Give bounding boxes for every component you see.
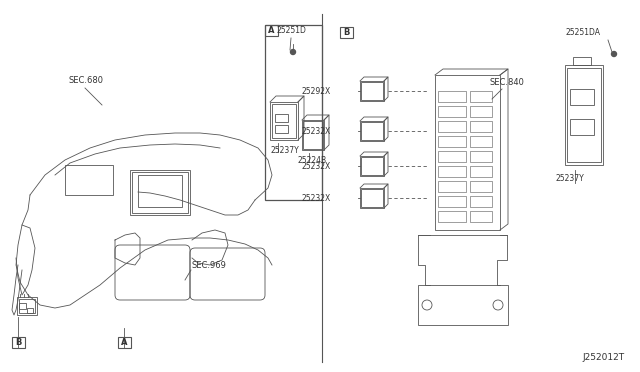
Bar xyxy=(361,157,383,175)
Bar xyxy=(438,151,466,162)
Bar xyxy=(470,196,492,207)
Bar xyxy=(470,136,492,147)
Text: SEC.680: SEC.680 xyxy=(68,76,103,84)
Bar xyxy=(272,104,296,138)
Bar xyxy=(270,102,298,140)
Bar xyxy=(360,156,384,176)
Text: SEC.840: SEC.840 xyxy=(490,77,525,87)
Text: 25232X: 25232X xyxy=(302,161,332,170)
Bar xyxy=(303,121,323,149)
Bar xyxy=(19,299,35,313)
Circle shape xyxy=(611,51,616,57)
Bar xyxy=(438,166,466,177)
Bar xyxy=(12,337,25,348)
Bar xyxy=(438,211,466,222)
Bar xyxy=(19,303,26,309)
Bar xyxy=(27,308,33,313)
Bar xyxy=(438,106,466,117)
Bar xyxy=(438,121,466,132)
Bar xyxy=(65,165,113,195)
Bar xyxy=(438,181,466,192)
Text: B: B xyxy=(15,338,22,347)
Bar xyxy=(470,166,492,177)
Text: 25292X: 25292X xyxy=(302,87,332,96)
Text: J252012T: J252012T xyxy=(583,353,625,362)
Bar xyxy=(470,106,492,117)
Bar xyxy=(470,91,492,102)
Text: 25237Y: 25237Y xyxy=(271,145,300,154)
Bar xyxy=(138,175,182,207)
Bar xyxy=(265,25,322,200)
Bar xyxy=(302,120,324,150)
Bar xyxy=(118,337,131,348)
Text: A: A xyxy=(121,338,128,347)
Text: 25232X: 25232X xyxy=(302,193,332,202)
Bar xyxy=(438,196,466,207)
Bar xyxy=(470,121,492,132)
Text: 25237Y: 25237Y xyxy=(556,173,585,183)
Bar xyxy=(567,68,601,162)
Bar xyxy=(275,114,288,122)
Text: SEC.969: SEC.969 xyxy=(192,260,227,269)
Bar xyxy=(438,136,466,147)
Bar xyxy=(570,119,594,135)
Circle shape xyxy=(291,49,296,55)
Bar xyxy=(361,189,383,207)
Bar xyxy=(361,82,383,100)
Text: 25251D: 25251D xyxy=(277,26,307,35)
Bar xyxy=(573,57,591,65)
Bar xyxy=(438,91,466,102)
Bar xyxy=(360,188,384,208)
Bar xyxy=(470,211,492,222)
Bar xyxy=(418,285,508,325)
Bar xyxy=(265,25,278,36)
Bar xyxy=(570,89,594,105)
Text: 25224B: 25224B xyxy=(298,155,327,164)
Bar xyxy=(435,75,500,230)
Bar xyxy=(565,65,603,165)
Bar xyxy=(360,121,384,141)
Text: A: A xyxy=(268,26,275,35)
Bar xyxy=(360,81,384,101)
Bar xyxy=(132,172,188,213)
Bar xyxy=(361,122,383,140)
Text: 25232X: 25232X xyxy=(302,126,332,135)
Bar xyxy=(130,170,190,215)
Text: 25251DA: 25251DA xyxy=(566,28,601,36)
Bar xyxy=(470,181,492,192)
Bar xyxy=(340,27,353,38)
Bar xyxy=(275,125,288,133)
Text: B: B xyxy=(343,28,349,37)
Bar xyxy=(470,151,492,162)
Bar xyxy=(17,297,37,315)
